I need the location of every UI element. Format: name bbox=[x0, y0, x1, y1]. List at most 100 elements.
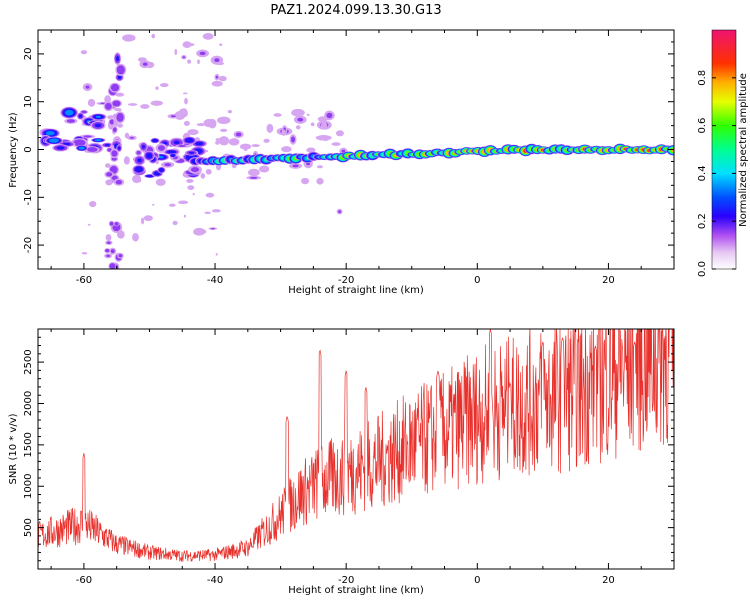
heatmap-blob bbox=[60, 106, 79, 119]
heatmap-blob bbox=[104, 253, 113, 259]
heatmap-blob bbox=[89, 201, 97, 208]
x-tick-label: -60 bbox=[76, 275, 92, 286]
heatmap-blob bbox=[143, 150, 155, 161]
y-tick-label: 0 bbox=[23, 146, 34, 152]
heatmap-blob bbox=[335, 130, 344, 137]
heatmap-blob bbox=[127, 103, 138, 106]
heatmap-blob bbox=[104, 248, 111, 254]
heatmap-blob bbox=[215, 253, 218, 256]
heatmap-blob bbox=[172, 220, 178, 226]
heatmap-blob bbox=[186, 179, 194, 183]
heatmap-blob bbox=[122, 34, 136, 42]
heatmap-blob bbox=[143, 215, 153, 222]
spectrogram-x-ticks: -60 -40 -20 0 20 bbox=[50, 30, 675, 286]
heatmap-blob bbox=[76, 112, 85, 120]
heatmap-blob bbox=[126, 135, 137, 140]
heatmap-blob bbox=[208, 227, 218, 231]
heatmap-blob bbox=[103, 101, 114, 112]
heatmap-blob bbox=[192, 192, 195, 196]
heatmap-blob bbox=[80, 50, 88, 55]
heatmap-blob bbox=[336, 208, 343, 215]
heatmap-blob bbox=[218, 136, 230, 146]
y-tick-label: 500 bbox=[23, 518, 34, 537]
heatmap-blob bbox=[155, 143, 168, 153]
heatmap-blob bbox=[133, 155, 146, 166]
x-tick-label: -20 bbox=[338, 275, 354, 286]
x-tick-label: 20 bbox=[602, 575, 615, 586]
heatmap-blob bbox=[183, 214, 186, 218]
heatmap-blob bbox=[150, 100, 163, 106]
snr-y-ticks: 500 1000 1500 2000 2500 bbox=[23, 328, 674, 570]
heatmap-blob bbox=[87, 223, 91, 226]
heatmap-blob bbox=[219, 128, 228, 133]
heatmap-blob bbox=[306, 113, 310, 116]
heatmap-blob bbox=[246, 175, 262, 180]
x-tick-label: 0 bbox=[474, 575, 480, 586]
heatmap-blob bbox=[112, 126, 118, 134]
heatmap-blob bbox=[316, 177, 324, 185]
heatmap-blob bbox=[227, 109, 232, 114]
heatmap-blob bbox=[81, 252, 88, 255]
heatmap-blob bbox=[117, 252, 124, 259]
spectrogram-y-ticks: -20 -10 0 10 20 bbox=[23, 29, 674, 270]
heatmap-blob bbox=[132, 174, 142, 184]
x-tick-label: -20 bbox=[338, 575, 354, 586]
heatmap-blob bbox=[150, 137, 160, 144]
x-tick-label: -40 bbox=[207, 275, 223, 286]
y-tick-label: -10 bbox=[23, 189, 34, 205]
colorbar-tick-label: 0.2 bbox=[697, 213, 708, 229]
heatmap-blob bbox=[182, 41, 192, 49]
heatmap-blob bbox=[104, 171, 114, 178]
colorbar-tick-label: 0.0 bbox=[697, 261, 708, 277]
heatmap-blob bbox=[109, 82, 121, 93]
heatmap-blob bbox=[295, 125, 301, 130]
heatmap-blob bbox=[239, 143, 252, 150]
heatmap-blob bbox=[289, 134, 297, 145]
heatmap-blob bbox=[132, 164, 146, 174]
colorbar-gradient bbox=[711, 29, 737, 270]
colorbar-label: Normalized spectral amplitude bbox=[738, 73, 749, 227]
heatmap-blob bbox=[211, 80, 223, 87]
heatmap-blob bbox=[208, 118, 217, 129]
heatmap-blob bbox=[281, 146, 292, 153]
heatmap-blob bbox=[215, 140, 220, 145]
snr-y-label: SNR (10 * v/v) bbox=[8, 413, 19, 484]
x-tick-label: -60 bbox=[76, 575, 92, 586]
heatmap-blob bbox=[87, 98, 96, 107]
heatmap-blob bbox=[263, 138, 270, 143]
heatmap-blob bbox=[109, 148, 119, 159]
heatmap-blob bbox=[159, 82, 169, 88]
heatmap-blob bbox=[70, 138, 88, 148]
heatmap-blob bbox=[113, 178, 125, 186]
heatmap-blob bbox=[108, 220, 115, 227]
heatmap-blob bbox=[114, 108, 122, 112]
heatmap-blob bbox=[139, 60, 151, 69]
heatmap-blob bbox=[215, 61, 225, 66]
heatmap-blob bbox=[181, 108, 188, 116]
heatmap-blob bbox=[196, 123, 206, 127]
y-tick-label: 1500 bbox=[23, 432, 34, 457]
heatmap-blob bbox=[115, 92, 125, 97]
heatmap-blob bbox=[90, 120, 106, 130]
colorbar-ticks: 0.0 0.2 0.4 0.6 0.8 bbox=[697, 70, 736, 277]
y-tick-label: 2500 bbox=[23, 349, 34, 374]
heatmap-blob bbox=[124, 132, 130, 139]
heatmap-blob bbox=[109, 247, 117, 255]
heatmap-blob bbox=[666, 144, 674, 156]
heatmap-blob bbox=[293, 115, 307, 124]
heatmap-blob bbox=[108, 262, 117, 269]
heatmap-blob bbox=[182, 136, 197, 145]
heatmap-blob bbox=[82, 83, 93, 92]
heatmap-blob bbox=[151, 33, 155, 39]
heatmap-blob bbox=[266, 123, 274, 133]
heatmap-blob bbox=[183, 120, 190, 126]
heatmap-blob bbox=[197, 59, 200, 64]
snr-series-line bbox=[38, 329, 674, 562]
heatmap-blob bbox=[187, 59, 192, 64]
heatmap-blob bbox=[155, 178, 166, 186]
heatmap-blob bbox=[205, 168, 212, 175]
heatmap-blob bbox=[117, 230, 125, 239]
heatmap-blob bbox=[196, 49, 210, 58]
snr-frame bbox=[37, 328, 675, 570]
x-tick-label: -40 bbox=[207, 575, 223, 586]
